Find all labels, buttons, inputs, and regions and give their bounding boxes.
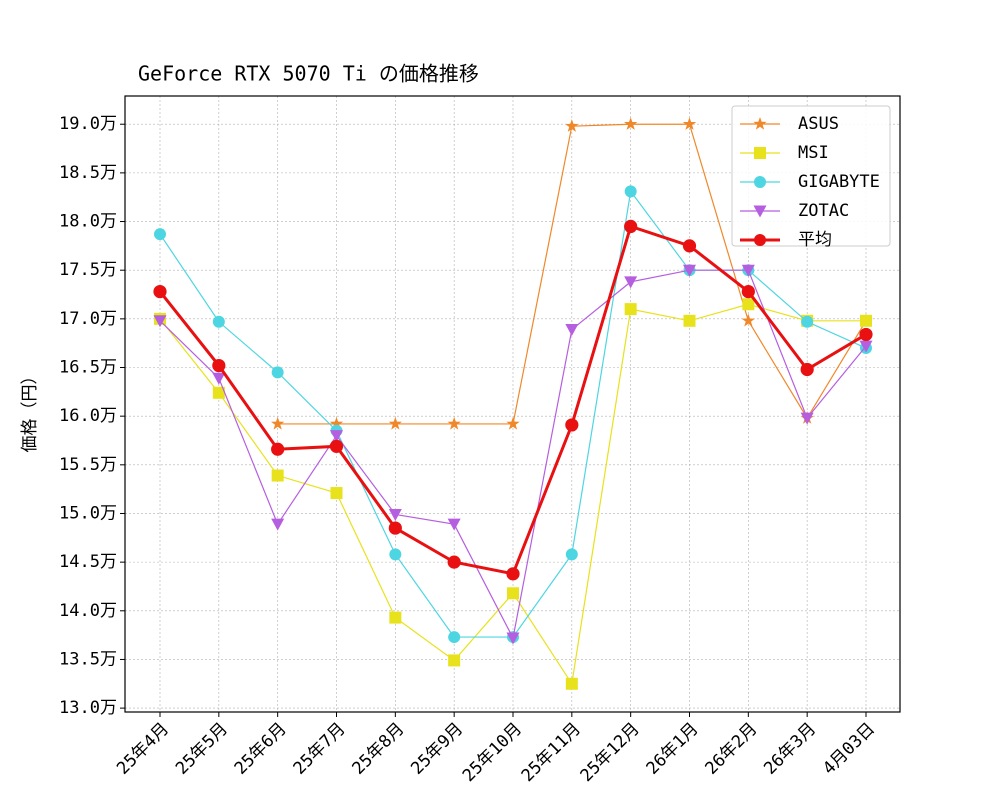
marker — [565, 677, 578, 690]
x-tick-label: 26年2月 — [701, 719, 761, 779]
series — [153, 264, 873, 645]
y-tick-label: 19.0万 — [59, 114, 117, 134]
marker — [683, 314, 696, 327]
marker — [565, 548, 578, 561]
marker — [753, 117, 767, 130]
y-tick-label: 18.0万 — [59, 212, 117, 232]
marker — [212, 372, 226, 385]
marker — [212, 315, 225, 328]
marker — [388, 521, 402, 535]
marker — [682, 239, 697, 253]
marker — [330, 430, 343, 443]
legend: ASUS MSI GIGABYTE ZOTAC 平均 — [731, 105, 891, 250]
series — [153, 219, 873, 581]
marker — [801, 315, 814, 328]
marker — [742, 298, 755, 311]
x-tick-label: 25年8月 — [348, 719, 408, 779]
marker — [754, 147, 766, 159]
y-tick-label: 17.5万 — [59, 260, 117, 280]
marker — [389, 548, 402, 561]
y-tick-label: 13.0万 — [59, 698, 117, 718]
marker — [271, 442, 285, 456]
x-tick-label: 25年4月 — [113, 719, 173, 779]
marker — [741, 285, 755, 299]
marker — [859, 327, 873, 342]
legend-label: MSI — [798, 143, 829, 163]
x-tick-label: 4月03日 — [819, 719, 879, 779]
marker — [154, 228, 166, 241]
marker — [800, 362, 814, 377]
marker — [506, 632, 520, 645]
y-tick-label: 18.5万 — [59, 163, 117, 183]
y-tick-label: 17.0万 — [59, 309, 117, 329]
marker — [624, 276, 638, 289]
marker — [447, 555, 461, 569]
y-tick-label: 15.5万 — [59, 455, 117, 475]
marker — [506, 567, 520, 581]
legend-label: GIGABYTE — [798, 172, 880, 192]
y-tick-label: 16.5万 — [59, 358, 117, 378]
marker — [800, 412, 814, 425]
marker — [506, 416, 520, 430]
y-tick-label: 16.0万 — [59, 406, 117, 426]
marker — [448, 654, 461, 667]
marker — [859, 340, 873, 353]
y-tick-label: 15.0万 — [59, 503, 117, 523]
marker — [389, 611, 402, 624]
marker — [565, 119, 579, 132]
x-tick-label: 25年7月 — [290, 719, 350, 779]
marker — [447, 416, 461, 430]
marker — [271, 518, 285, 531]
marker — [212, 386, 225, 399]
marker — [754, 234, 766, 246]
marker — [565, 324, 579, 337]
chart-title: GeForce RTX 5070 Ti の価格推移 — [138, 62, 479, 86]
marker — [271, 416, 285, 430]
marker — [565, 418, 579, 432]
legend-label: ASUS — [798, 114, 839, 134]
marker — [860, 314, 872, 327]
marker — [329, 416, 344, 430]
marker — [271, 469, 284, 482]
plot-frame — [124, 95, 901, 713]
marker — [624, 185, 637, 198]
x-tick-label: 25年9月 — [407, 719, 467, 779]
x-tick-label: 25年5月 — [172, 719, 232, 779]
marker — [447, 518, 461, 531]
marker — [388, 508, 402, 521]
y-tick-label: 14.5万 — [59, 552, 117, 572]
marker — [741, 264, 755, 277]
marker — [624, 219, 638, 234]
marker — [153, 315, 167, 328]
marker — [212, 358, 226, 373]
series — [271, 117, 873, 430]
marker — [741, 313, 755, 327]
marker — [330, 487, 343, 500]
marker — [507, 587, 519, 600]
legend-label: ZOTAC — [798, 201, 849, 221]
marker — [271, 366, 284, 379]
marker — [683, 264, 696, 277]
x-tick-label: 26年1月 — [643, 719, 703, 779]
x-tick-label: 25年10月 — [459, 719, 526, 786]
marker — [329, 439, 344, 453]
x-tick-label: 25年11月 — [518, 719, 585, 786]
legend-label: 平均 — [798, 230, 832, 250]
marker — [682, 117, 697, 130]
marker — [388, 416, 402, 430]
marker — [624, 303, 637, 316]
marker — [624, 117, 638, 130]
y-tick-label: 14.0万 — [59, 601, 117, 621]
marker — [754, 176, 766, 188]
x-tick-label: 25年6月 — [231, 719, 291, 779]
y-axis-label: 価格（円） — [20, 368, 40, 453]
marker — [153, 285, 167, 299]
y-tick-label: 13.5万 — [59, 649, 117, 669]
x-tick-label: 26年3月 — [760, 719, 820, 779]
x-tick-label: 25年12月 — [577, 719, 644, 786]
marker — [448, 631, 461, 644]
marker — [753, 205, 767, 218]
